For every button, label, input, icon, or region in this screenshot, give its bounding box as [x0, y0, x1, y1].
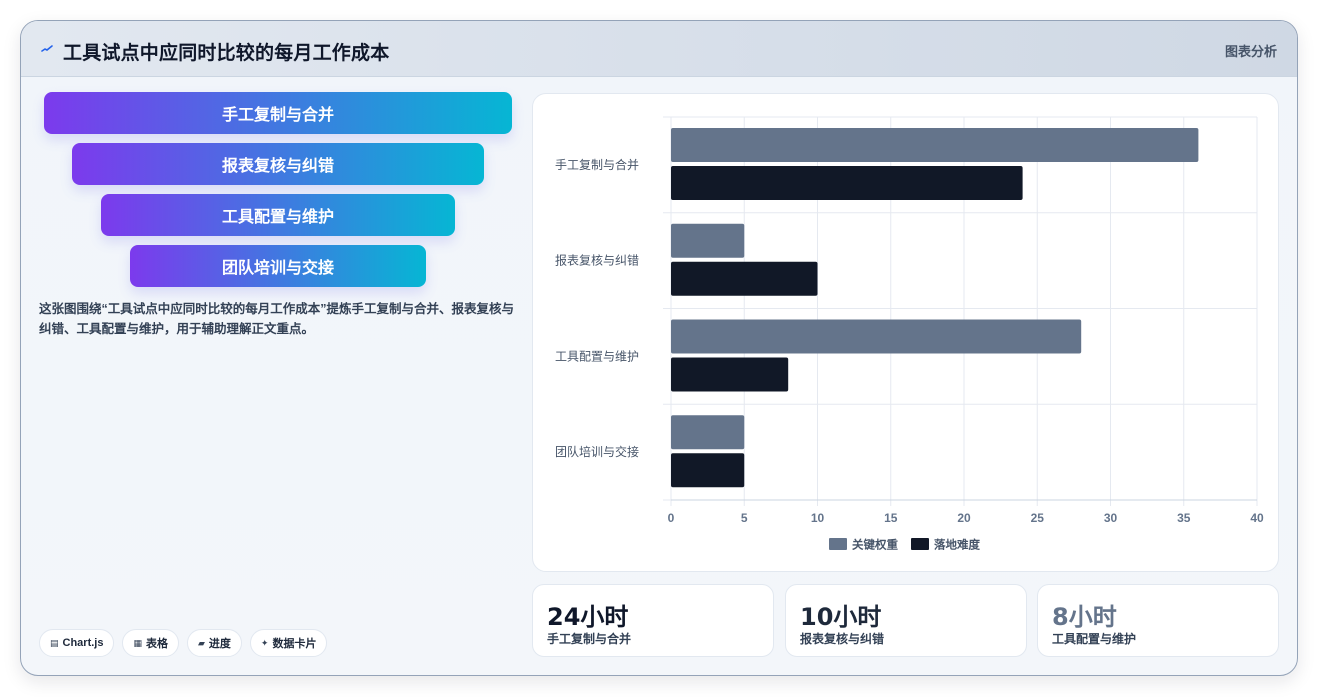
stat-value: 24小时	[547, 603, 629, 631]
legend-swatch	[911, 538, 929, 550]
bar-weight	[671, 415, 745, 450]
x-tick-label: 15	[884, 511, 898, 525]
chart-icon: ▤	[50, 637, 59, 648]
x-tick-label: 30	[1104, 511, 1118, 525]
bar-weight	[671, 319, 1082, 354]
bar-weight	[671, 128, 1199, 162]
x-tick-label: 5	[741, 511, 748, 525]
y-tick-label: 团队培训与交接	[555, 444, 639, 459]
stat-label: 手工复制与合并	[547, 632, 632, 646]
legend-label: 关键权重	[852, 538, 898, 552]
funnel-item-1: 手工复制与合并	[44, 92, 512, 134]
progress-icon: ▰	[198, 637, 205, 648]
analysis-tag: 图表分析	[1224, 44, 1277, 59]
bar-difficulty	[671, 357, 789, 392]
y-tick-label: 手工复制与合并	[555, 157, 639, 172]
chip-data-card[interactable]: ✦ 数据卡片	[249, 629, 328, 657]
x-tick-label: 35	[1177, 511, 1191, 525]
bar-weight	[671, 223, 745, 258]
x-tick-label: 10	[811, 511, 825, 525]
sparkline-icon	[41, 45, 53, 52]
y-tick-label: 报表复核与纠错	[555, 253, 639, 268]
chart-panel: 手工复制与合并 报表复核与纠错 工具配置与维护 团队培训与交接 0 5 10 15 20 25 30…	[532, 93, 1279, 572]
funnel-item-label: 报表复核与纠错	[221, 158, 334, 175]
funnel-item-4: 团队培训与交接	[130, 245, 426, 287]
stat-card-1: 24小时 手工复制与合并	[532, 584, 774, 657]
chip-label: Chart.js	[62, 637, 104, 649]
x-tick-label: 25	[1031, 511, 1045, 525]
sparkle-icon: ✦	[260, 637, 269, 648]
stat-value: 10小时	[800, 603, 882, 631]
chip-label: 表格	[146, 638, 168, 650]
bar-difficulty	[671, 166, 1023, 200]
bar-difficulty	[671, 453, 745, 488]
stat-card-2: 10小时 报表复核与纠错	[785, 584, 1027, 657]
bar-difficulty	[671, 261, 818, 296]
chip-progress[interactable]: ▰ 进度	[187, 629, 242, 657]
description-text: 这张图围绕“工具试点中应同时比较的每月工作成本”提炼手工复制与合并、报表复核与纠…	[39, 302, 515, 336]
header-bar: 工具试点中应同时比较的每月工作成本 图表分析	[21, 21, 1297, 77]
funnel-item-label: 手工复制与合并	[221, 107, 334, 124]
funnel-item-3: 工具配置与维护	[101, 194, 455, 236]
stat-label: 工具配置与维护	[1052, 632, 1137, 646]
page-title: 工具试点中应同时比较的每月工作成本	[63, 42, 390, 64]
chip-label: 数据卡片	[272, 638, 317, 650]
stat-value: 8小时	[1052, 603, 1117, 631]
x-tick-label: 20	[957, 511, 971, 525]
x-tick-label: 40	[1250, 511, 1264, 525]
funnel-item-2: 报表复核与纠错	[72, 143, 484, 185]
chip-table[interactable]: ▦ 表格	[122, 629, 179, 657]
legend-swatch	[829, 538, 847, 550]
funnel-item-label: 团队培训与交接	[221, 260, 334, 277]
chip-chartjs[interactable]: ▤ Chart.js	[39, 629, 115, 657]
chip-label: 进度	[208, 638, 231, 650]
x-tick-label: 0	[668, 511, 675, 525]
table-icon: ▦	[133, 637, 142, 648]
funnel-item-label: 工具配置与维护	[221, 209, 334, 226]
main-card: 工具试点中应同时比较的每月工作成本 图表分析 手工复制与合并 报表复核与纠错 工…	[20, 20, 1298, 676]
y-tick-label: 工具配置与维护	[555, 349, 639, 363]
stat-card-3: 8小时 工具配置与维护	[1037, 584, 1279, 657]
stat-label: 报表复核与纠错	[800, 632, 885, 646]
legend-label: 落地难度	[934, 538, 980, 552]
chip-row: ▤ Chart.js ▦ 表格 ▰ 进度 ✦ 数据卡片	[39, 629, 328, 657]
